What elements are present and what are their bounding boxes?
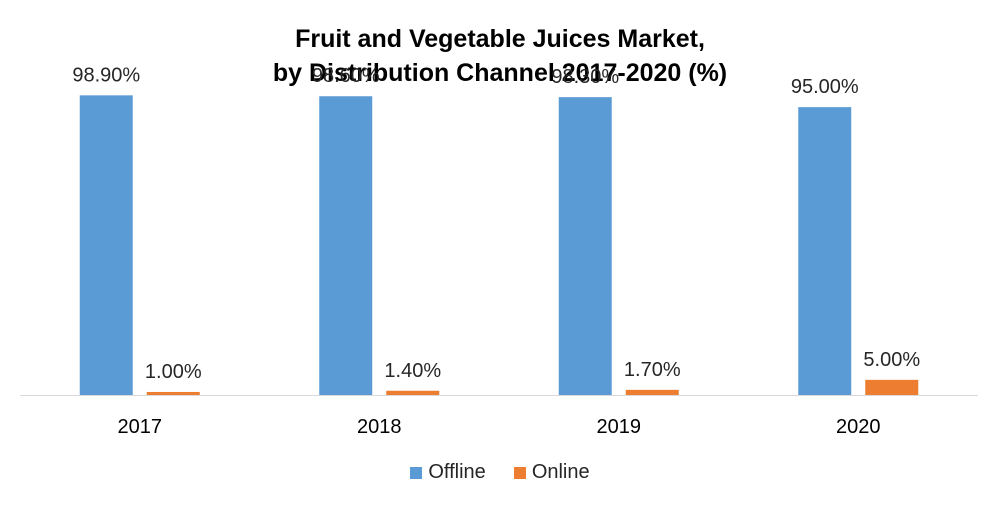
data-label-online-2019: 1.70% [624,359,681,381]
data-label-offline-2019: 98.30% [551,66,619,88]
bar-online-2020 [865,379,919,395]
data-label-online-2018: 1.40% [384,360,441,382]
bar-online-2018 [386,390,440,395]
legend-swatch-offline [410,466,423,479]
data-label-offline-2020: 95.00% [791,76,859,98]
legend-item-offline: Offline [410,461,486,484]
legend-label-online: Online [531,461,590,483]
bar-offline-2018 [319,96,373,395]
x-tick-label-2020: 2020 [836,416,881,438]
x-tick-label-2019: 2019 [597,416,642,438]
chart-title-line-1: Fruit and Vegetable Juices Market, [295,25,705,53]
data-label-offline-2018: 98.60% [312,65,380,87]
chart-legend: Offline Online [0,461,1000,484]
bar-offline-2020 [798,107,852,396]
bar-offline-2017 [79,95,133,395]
bar-online-2019 [625,389,679,395]
x-tick-label-2017: 2017 [118,416,163,438]
legend-swatch-online [513,466,526,479]
chart-title: Fruit and Vegetable Juices Market, by Di… [0,22,1000,90]
legend-label-offline: Offline [428,461,486,483]
legend-item-online: Online [513,461,590,484]
data-label-online-2017: 1.00% [145,361,202,383]
chart-title-line-2: by Distribution Channel 2017-2020 (%) [272,59,728,87]
data-label-online-2020: 5.00% [863,349,920,371]
data-label-offline-2017: 98.90% [72,64,140,86]
x-tick-label-2018: 2018 [357,416,402,438]
bar-offline-2019 [558,97,612,395]
bar-online-2017 [146,391,200,395]
